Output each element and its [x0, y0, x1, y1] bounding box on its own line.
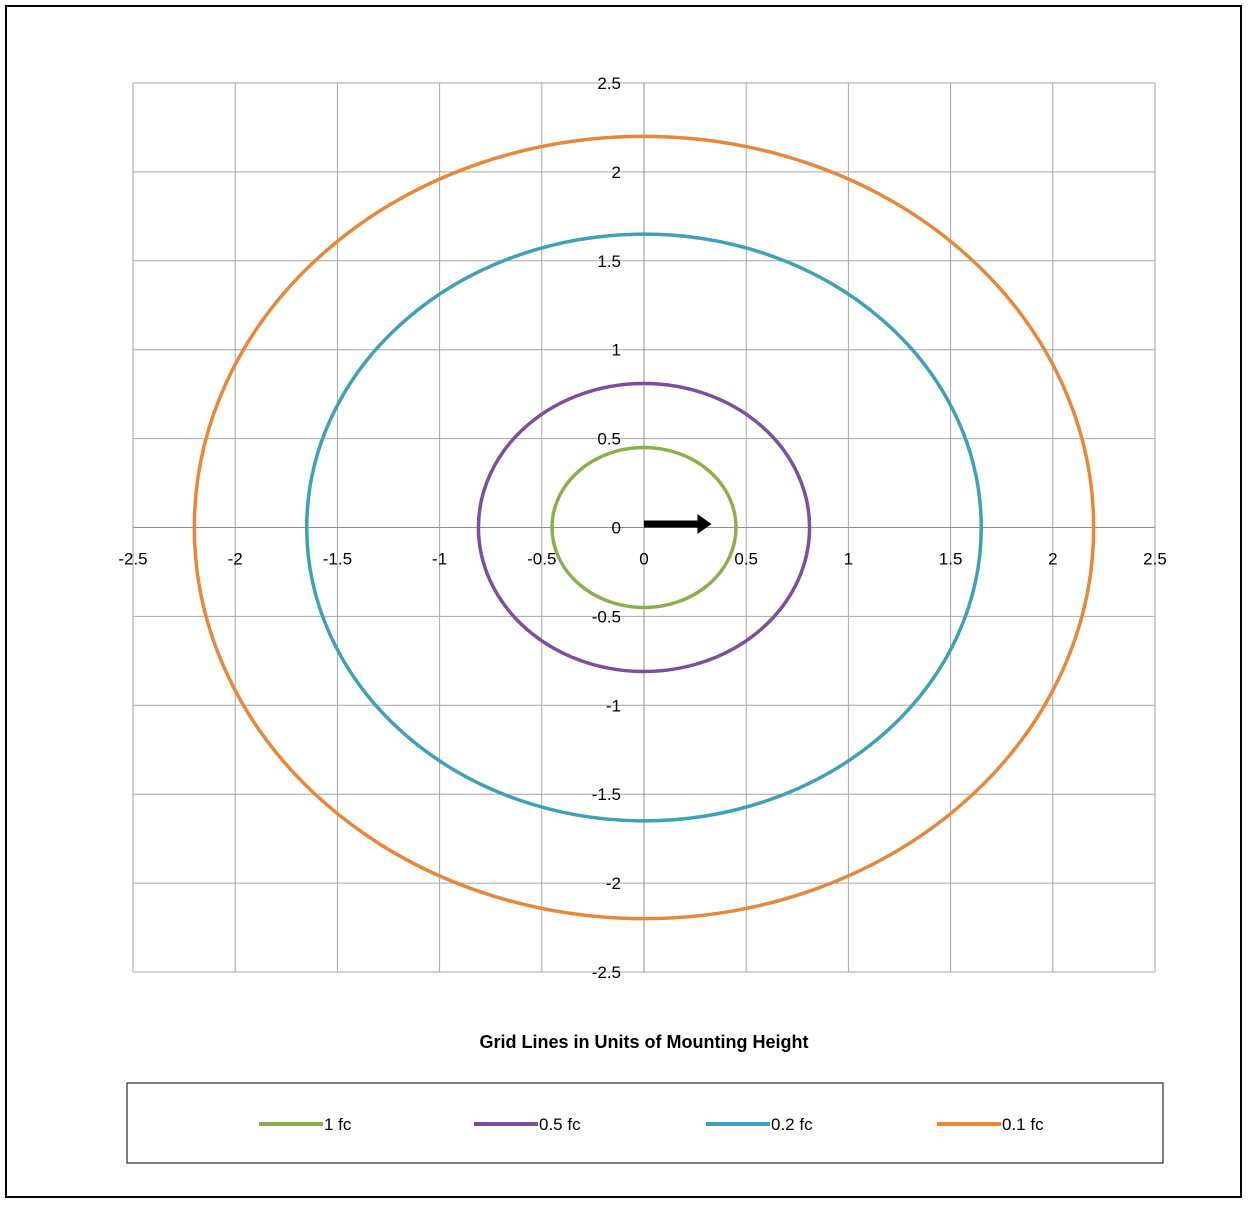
legend: 1 fc 0.5 fc 0.2 fc 0.1 fc	[259, 1115, 1044, 1134]
y-tick-label: -1	[606, 696, 621, 715]
y-tick-label: 2.5	[597, 74, 621, 93]
x-tick-label: 0.5	[734, 550, 758, 569]
series-curve-2	[476, 381, 812, 674]
x-tick-label: -1.5	[323, 550, 352, 569]
x-tick-label: -2.5	[118, 550, 147, 569]
tick-labels: -2.5 -2 -1.5 -1 -0.5 0 0.5 1 1.5 2 2.5 2.5 2 1.5 1 0.5 0…	[118, 74, 1166, 982]
x-tick-label: -1	[432, 550, 447, 569]
legend-label: 1 fc	[324, 1115, 352, 1134]
chart-frame	[5, 5, 1242, 1198]
legend-label: 0.5 fc	[539, 1115, 581, 1134]
axes	[133, 83, 1155, 972]
x-axis-title: Grid Lines in Units of Mounting Height	[480, 1032, 809, 1052]
direction-arrow-head	[697, 513, 712, 534]
x-tick-label: 1.5	[939, 550, 963, 569]
x-tick-label: 2.5	[1143, 550, 1167, 569]
legend-label: 0.2 fc	[771, 1115, 813, 1134]
y-tick-label: 1.5	[597, 252, 621, 271]
series-curve-1	[550, 445, 738, 610]
y-tick-label: -2.5	[592, 963, 621, 982]
legend-item: 0.1 fc	[937, 1115, 1044, 1134]
legend-item: 0.5 fc	[474, 1115, 581, 1134]
x-tick-label: -2	[228, 550, 243, 569]
y-tick-label: -0.5	[592, 607, 621, 626]
y-tick-label: 0.5	[597, 430, 621, 449]
y-tick-label: -2	[606, 874, 621, 893]
y-tick-label: -1.5	[592, 785, 621, 804]
series-curve-3	[304, 232, 984, 823]
y-tick-label: 1	[612, 341, 621, 360]
x-tick-label: 0	[639, 550, 648, 569]
series-curves	[192, 134, 1096, 921]
legend-label: 0.1 fc	[1002, 1115, 1044, 1134]
x-tick-label: -0.5	[527, 550, 556, 569]
legend-item: 0.2 fc	[706, 1115, 813, 1134]
legend-item: 1 fc	[259, 1115, 352, 1134]
series-curve-4	[192, 134, 1096, 921]
x-tick-label: 1	[844, 550, 853, 569]
y-tick-label: 2	[612, 163, 621, 182]
direction-arrow-group	[644, 513, 712, 534]
y-tick-label: 0	[612, 519, 621, 538]
x-tick-label: 2	[1048, 550, 1057, 569]
